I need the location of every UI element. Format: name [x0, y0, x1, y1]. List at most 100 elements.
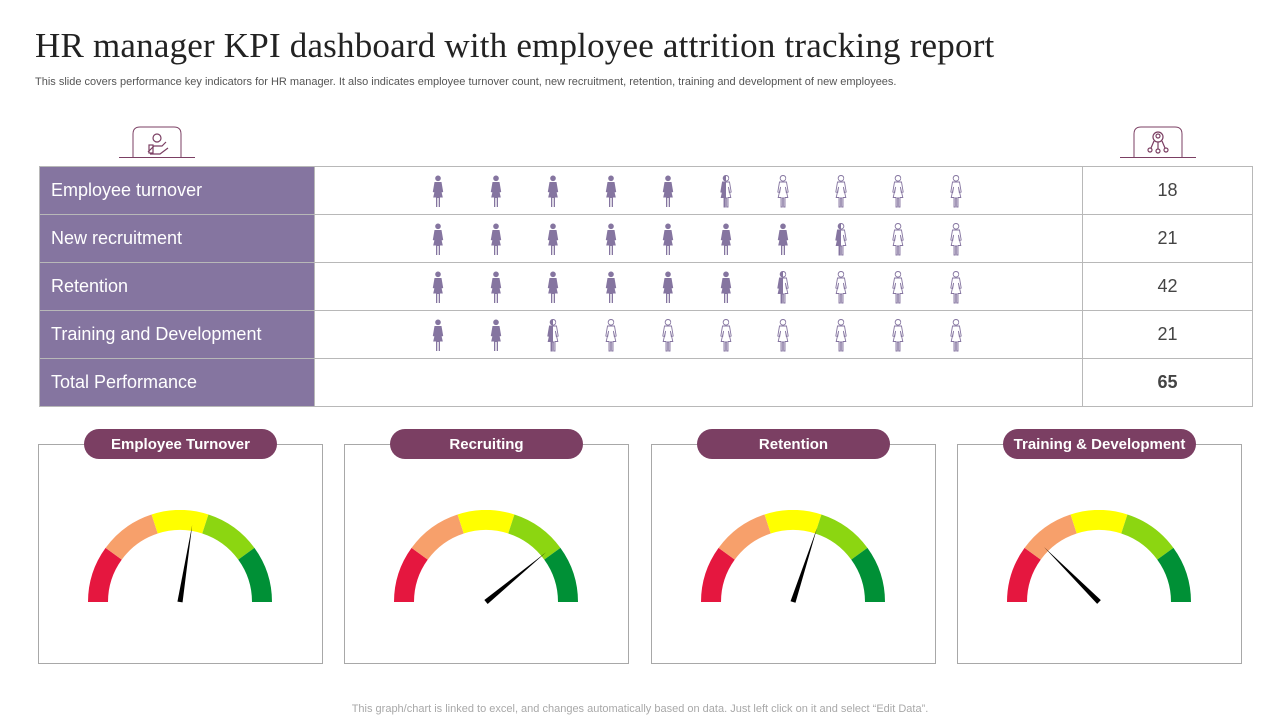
team-network-icon — [1120, 126, 1196, 158]
gauge-segment — [701, 547, 735, 602]
person-filled-icon — [773, 270, 793, 304]
gauge-card — [38, 444, 323, 664]
kpi-row-label: Retention — [39, 262, 315, 311]
person-filled-icon — [831, 222, 851, 256]
person-outline-icon — [831, 270, 851, 304]
kpi-row-value: 18 — [1082, 166, 1253, 215]
gauge-segment — [851, 547, 885, 602]
person-filled-icon — [428, 222, 448, 256]
gauge-segment — [1007, 547, 1041, 602]
gauge-dial — [88, 510, 272, 603]
kpi-figure-cell — [314, 358, 1083, 407]
person-filled-icon — [428, 318, 448, 352]
person-filled-icon — [428, 270, 448, 304]
person-filled-icon — [773, 222, 793, 256]
person-filled-icon — [428, 174, 448, 208]
person-outline-icon — [946, 318, 966, 352]
footer-note: This graph/chart is linked to excel, and… — [351, 703, 929, 715]
person-filled-icon — [486, 270, 506, 304]
kpi-row-value: 21 — [1082, 310, 1253, 359]
gauge-needle — [484, 552, 547, 605]
page-title: HR manager KPI dashboard with employee a… — [35, 26, 995, 65]
gauge-segment — [238, 547, 272, 602]
gauge-segment — [151, 510, 209, 534]
gauge-segment — [88, 547, 122, 602]
person-outline-icon — [658, 318, 678, 352]
kpi-row-label: Employee turnover — [39, 166, 315, 215]
gauge-card — [651, 444, 936, 664]
person-outline-icon — [888, 270, 908, 304]
gauge-segment — [105, 514, 158, 560]
gauge-segment — [508, 514, 561, 560]
kpi-table: Employee turnover 18 New recruitment 21 Re… — [39, 166, 1253, 407]
gauge-segment — [815, 514, 868, 560]
gauge-segment — [411, 514, 464, 560]
person-outline-icon — [888, 222, 908, 256]
gauge-needle — [790, 527, 818, 603]
person-filled-icon — [658, 270, 678, 304]
gauge-title: Recruiting — [390, 429, 583, 459]
person-filled-icon — [486, 174, 506, 208]
kpi-row-label: Training and Development — [39, 310, 315, 359]
kpi-figure-cell — [314, 214, 1083, 263]
person-outline-icon — [773, 318, 793, 352]
person-filled-icon — [601, 222, 621, 256]
kpi-row: New recruitment 21 — [39, 214, 1253, 263]
person-filled-icon — [486, 222, 506, 256]
person-filled-icon — [716, 270, 736, 304]
person-filled-icon — [716, 174, 736, 208]
kpi-row-value: 42 — [1082, 262, 1253, 311]
gauge-title: Retention — [697, 429, 890, 459]
kpi-figure-cell — [314, 262, 1083, 311]
gauge-segment — [1157, 547, 1191, 602]
kpi-row-value: 21 — [1082, 214, 1253, 263]
person-filled-icon — [486, 318, 506, 352]
gauge-segment — [1121, 514, 1174, 560]
kpi-row-label: Total Performance — [39, 358, 315, 407]
person-filled-icon — [601, 270, 621, 304]
person-outline-icon — [601, 318, 621, 352]
kpi-row: Employee turnover 18 — [39, 166, 1253, 215]
person-outline-icon — [888, 174, 908, 208]
kpi-row: Retention 42 — [39, 262, 1253, 311]
hand-money-icon — [119, 126, 195, 158]
gauge-segment — [718, 514, 771, 560]
kpi-figure-cell — [314, 310, 1083, 359]
gauge-segment — [394, 547, 428, 602]
kpi-figure-cell — [314, 166, 1083, 215]
person-filled-icon — [543, 222, 563, 256]
person-outline-icon — [716, 318, 736, 352]
gauge-dial — [394, 510, 578, 605]
person-filled-icon — [543, 318, 563, 352]
person-outline-icon — [946, 270, 966, 304]
person-filled-icon — [543, 174, 563, 208]
gauge-dial — [701, 510, 885, 603]
gauge-card — [344, 444, 629, 664]
gauge-needle — [177, 524, 193, 603]
person-outline-icon — [831, 174, 851, 208]
kpi-row-label: New recruitment — [39, 214, 315, 263]
gauge-dial — [1007, 510, 1191, 604]
person-outline-icon — [831, 318, 851, 352]
gauge-title: Training & Development — [1003, 429, 1196, 459]
person-outline-icon — [946, 222, 966, 256]
person-filled-icon — [543, 270, 563, 304]
gauge-segment — [457, 510, 515, 534]
kpi-row: Total Performance 65 — [39, 358, 1253, 407]
gauge-segment — [764, 510, 822, 534]
gauge-segment — [1070, 510, 1128, 534]
person-filled-icon — [716, 222, 736, 256]
kpi-row-value: 65 — [1082, 358, 1253, 407]
person-outline-icon — [773, 174, 793, 208]
gauge-segment — [544, 547, 578, 602]
person-filled-icon — [658, 174, 678, 208]
page-subtitle: This slide covers performance key indica… — [35, 76, 897, 88]
person-filled-icon — [658, 222, 678, 256]
gauge-needle — [1043, 546, 1101, 604]
gauge-segment — [202, 514, 255, 560]
person-filled-icon — [601, 174, 621, 208]
gauge-segment — [1024, 514, 1077, 560]
kpi-row: Training and Development 21 — [39, 310, 1253, 359]
person-outline-icon — [946, 174, 966, 208]
person-outline-icon — [888, 318, 908, 352]
